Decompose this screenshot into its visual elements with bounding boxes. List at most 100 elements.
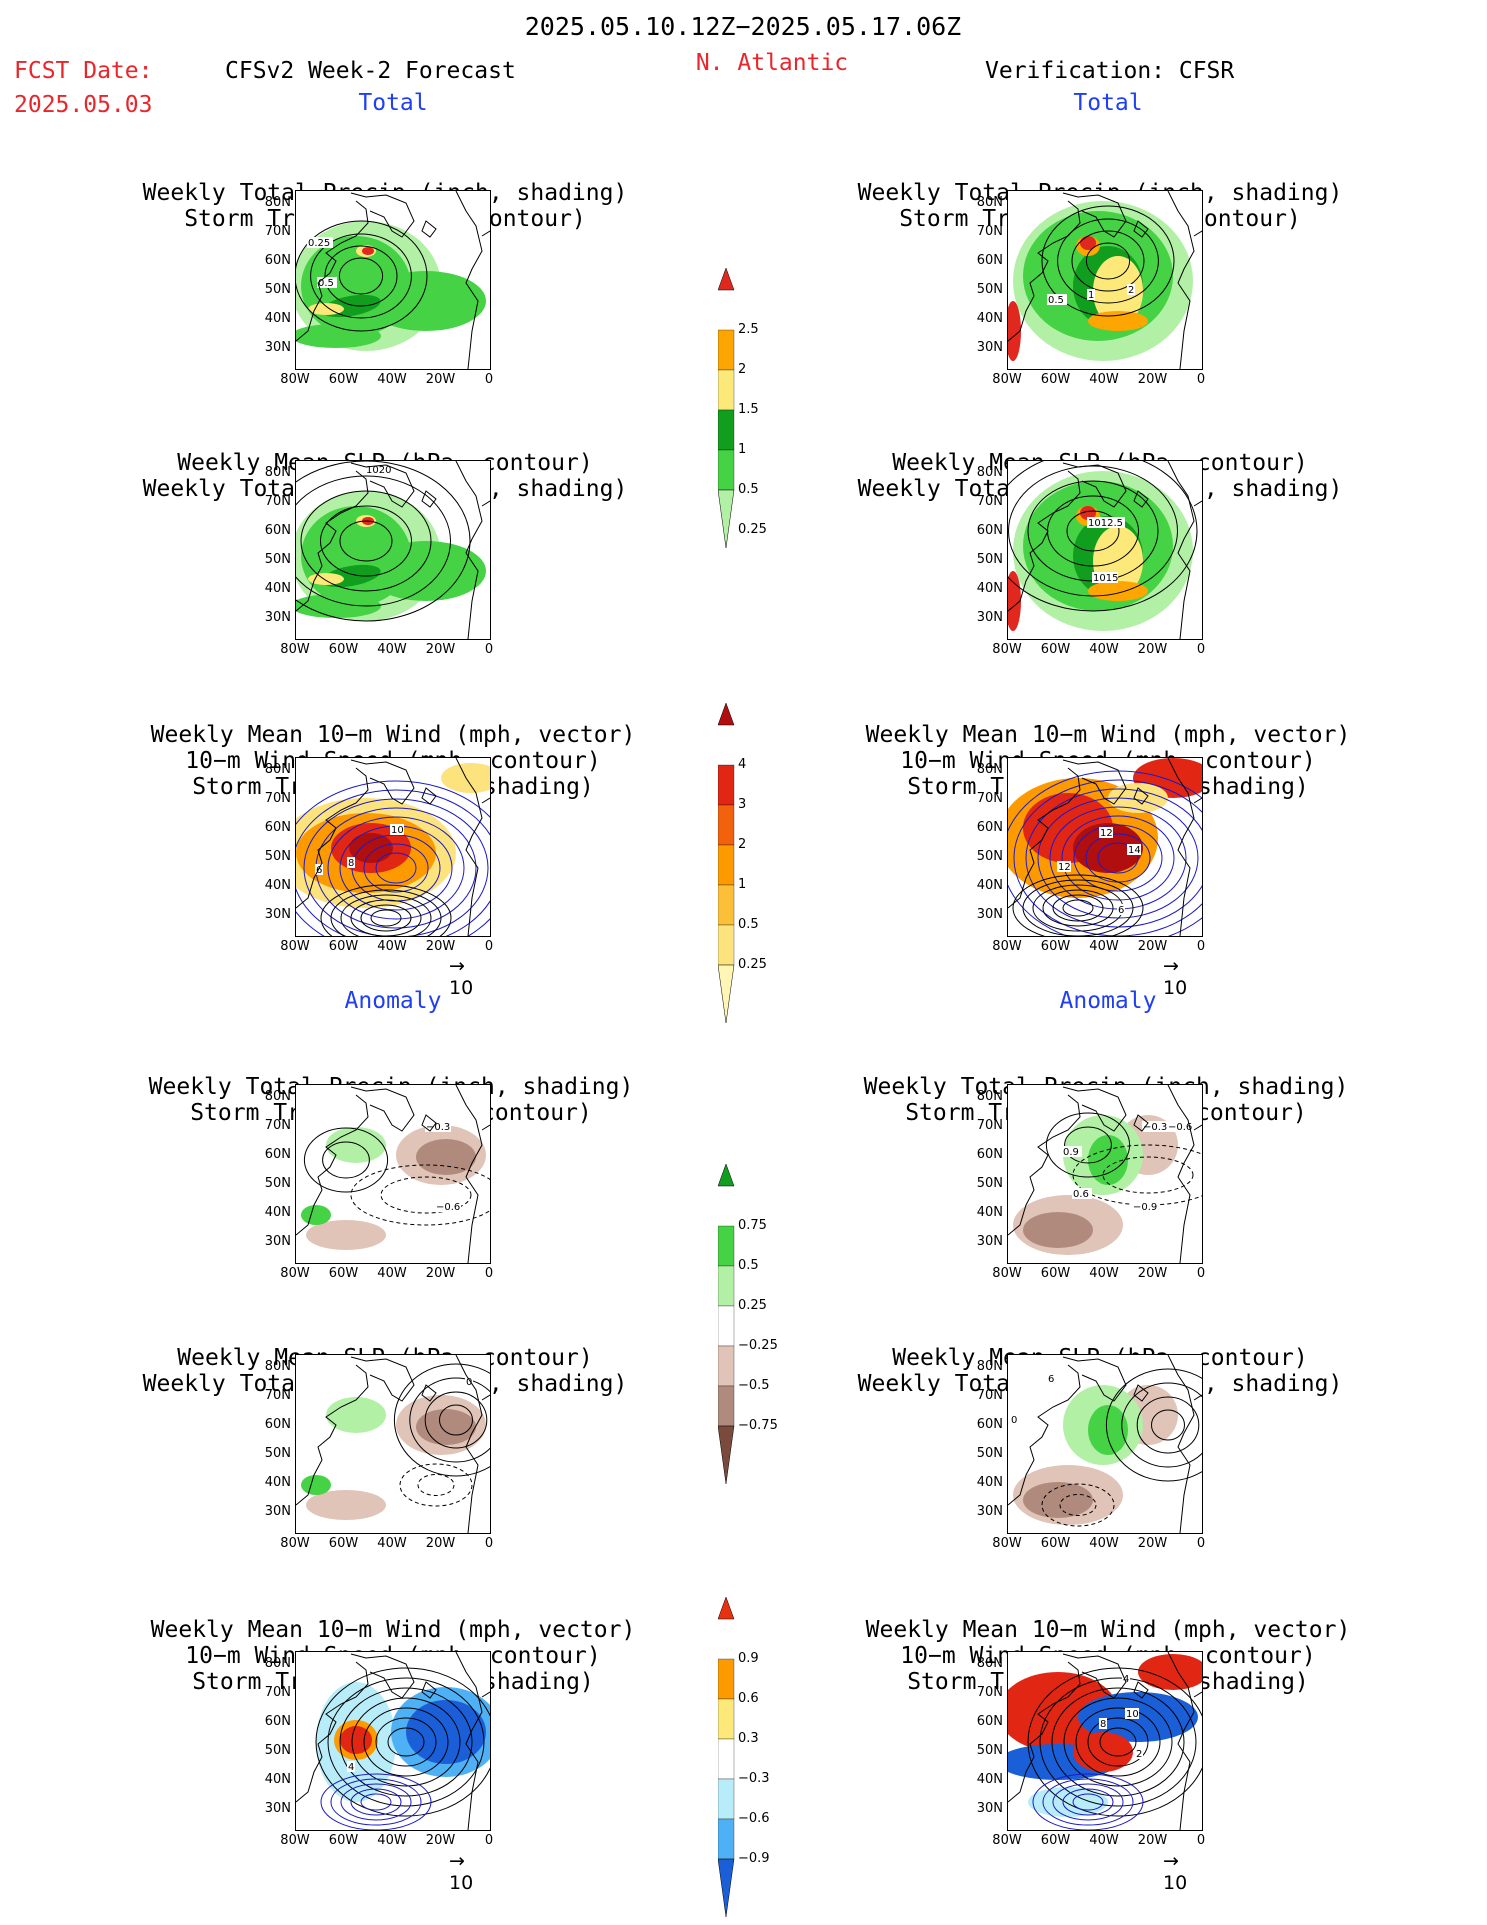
- lon-tick-label: 20W: [1137, 372, 1168, 387]
- lon-tick-label: 0: [1196, 1833, 1206, 1848]
- lat-tick-label: 30N: [976, 1234, 1003, 1249]
- contour-label: 1015: [1093, 573, 1118, 584]
- wind-anom-contour: [1072, 1793, 1104, 1811]
- lat-tick-label: 40N: [976, 1475, 1003, 1490]
- precip-anom-shade: [1088, 1135, 1128, 1185]
- colorbar-cap: [717, 267, 735, 291]
- map-canvas: 0.5 1 2: [1008, 191, 1202, 369]
- colorbar-label: 0.9: [738, 1651, 759, 1666]
- lon-tick-label: 0: [1196, 939, 1206, 954]
- wind-anom-contour: [375, 1717, 437, 1767]
- coastline: [481, 1124, 490, 1131]
- colorbar-label: 0.3: [738, 1731, 759, 1746]
- lon-tick-label: 20W: [425, 1536, 456, 1551]
- lon-tick-label: 40W: [377, 1266, 407, 1281]
- precip-anom-shade: [326, 1397, 386, 1433]
- contour-label: 14: [1128, 845, 1141, 856]
- lon-tick-label: 20W: [1137, 939, 1168, 954]
- lat-tick-label: 30N: [976, 907, 1003, 922]
- coastline: [1167, 1355, 1195, 1533]
- colorbar-swatch: [717, 1738, 735, 1780]
- contour-label: 1: [1088, 290, 1094, 301]
- wind-anom-contour: [351, 1697, 461, 1787]
- contour-label-bg: [1087, 289, 1095, 300]
- storm-anom-contour: [350, 1164, 490, 1226]
- contour-label-bg: [1057, 861, 1071, 872]
- colorbar-swatch: [717, 1225, 735, 1267]
- slp-contour: [1066, 510, 1120, 552]
- slp-contour: [320, 505, 412, 577]
- coastline: [1167, 1085, 1195, 1263]
- colorbar-label: 3: [738, 797, 747, 812]
- coastline: [1167, 461, 1195, 639]
- wind-speed-contour: [363, 843, 429, 893]
- coastline: [1062, 192, 1127, 238]
- contour-label: −0.3: [1143, 1122, 1167, 1133]
- lat-tick-label: 30N: [264, 907, 291, 922]
- contour-label: 4: [1123, 1674, 1129, 1685]
- lat-tick-label: 80N: [976, 195, 1003, 210]
- colorbar-label: 0.75: [738, 1218, 767, 1233]
- slp-anom-contour: [1105, 1368, 1202, 1482]
- colorbar-swatch: [717, 1698, 735, 1740]
- colorbar-svg: [717, 1163, 735, 1485]
- lon-tick-label: 40W: [377, 642, 407, 657]
- contour-label: 0.5: [318, 278, 334, 289]
- storm-anom-contour: [1045, 1112, 1131, 1178]
- lat-tick-label: 50N: [264, 282, 291, 297]
- left-total-label: Total: [358, 90, 428, 116]
- contour-label: 0: [1011, 1415, 1017, 1426]
- lat-tick-label: 30N: [976, 610, 1003, 625]
- lon-tick-label: 0: [484, 1266, 494, 1281]
- colorbar-swatch: [717, 764, 735, 806]
- colorbar-storm-anom: 0.9 0.6 0.3 −0.3 −0.6 −0.9: [717, 1596, 778, 1921]
- contour-label: −0.9: [1133, 1202, 1157, 1213]
- map-vf-precip_anom: 0.9 0.6 −0.3 −0.6 −0.9: [1007, 1084, 1203, 1264]
- wind-speed-contour: [340, 894, 432, 936]
- slp-contour: [1008, 461, 1198, 612]
- slp-contour: [339, 520, 393, 562]
- wind-anom-contour: [1075, 1707, 1161, 1777]
- contour-label-bg: [1087, 517, 1125, 528]
- colorbar-label: 2: [738, 362, 747, 377]
- precip-shade: [366, 271, 486, 331]
- contour-label-bg: [465, 1376, 473, 1387]
- wind-anom-contour: [1032, 1773, 1144, 1830]
- colorbar-swatch: [717, 1385, 735, 1427]
- wind-speed-contour: [1012, 874, 1144, 936]
- left-anomaly-label: Anomaly: [344, 988, 442, 1014]
- contour-label-bg: [1072, 1188, 1092, 1199]
- lat-tick-label: 70N: [264, 1388, 291, 1403]
- lon-tick-label: 20W: [1137, 642, 1168, 657]
- lat-tick-label: 60N: [264, 253, 291, 268]
- slp-contour: [296, 475, 451, 607]
- contour-label: 12: [1058, 862, 1071, 873]
- colorbar-swatch: [717, 1778, 735, 1820]
- colorbar-label: 0.5: [738, 917, 759, 932]
- contour-label: 10: [1126, 1709, 1139, 1720]
- colorbar-label: 0.25: [738, 957, 767, 972]
- lon-tick-label: 0: [484, 1833, 494, 1848]
- coastline: [1008, 1661, 1081, 1803]
- coastline: [421, 1384, 437, 1402]
- map-canvas: 4: [296, 1652, 490, 1830]
- lon-tick-label: 40W: [1089, 1833, 1119, 1848]
- lon-tick-label: 80W: [280, 1536, 310, 1551]
- contour-label-bg: [365, 464, 391, 475]
- contour-label: −0.6: [1168, 1122, 1192, 1133]
- lat-tick-label: 30N: [976, 1504, 1003, 1519]
- contour-label-bg: [1127, 844, 1141, 855]
- colorbar-cap: [717, 1858, 735, 1918]
- lat-tick-label: 40N: [264, 1475, 291, 1490]
- map-fc-slp_anom: 0: [295, 1354, 491, 1534]
- lat-tick-label: 80N: [976, 762, 1003, 777]
- coastline: [481, 500, 490, 507]
- coastline: [1133, 1384, 1149, 1402]
- contour-label: 6: [316, 865, 322, 876]
- slp-anom-contour: [417, 1474, 455, 1496]
- coastline: [481, 797, 490, 804]
- coastline: [421, 490, 437, 508]
- coastline: [350, 1356, 415, 1402]
- wind-anom-contour: [1099, 1727, 1137, 1757]
